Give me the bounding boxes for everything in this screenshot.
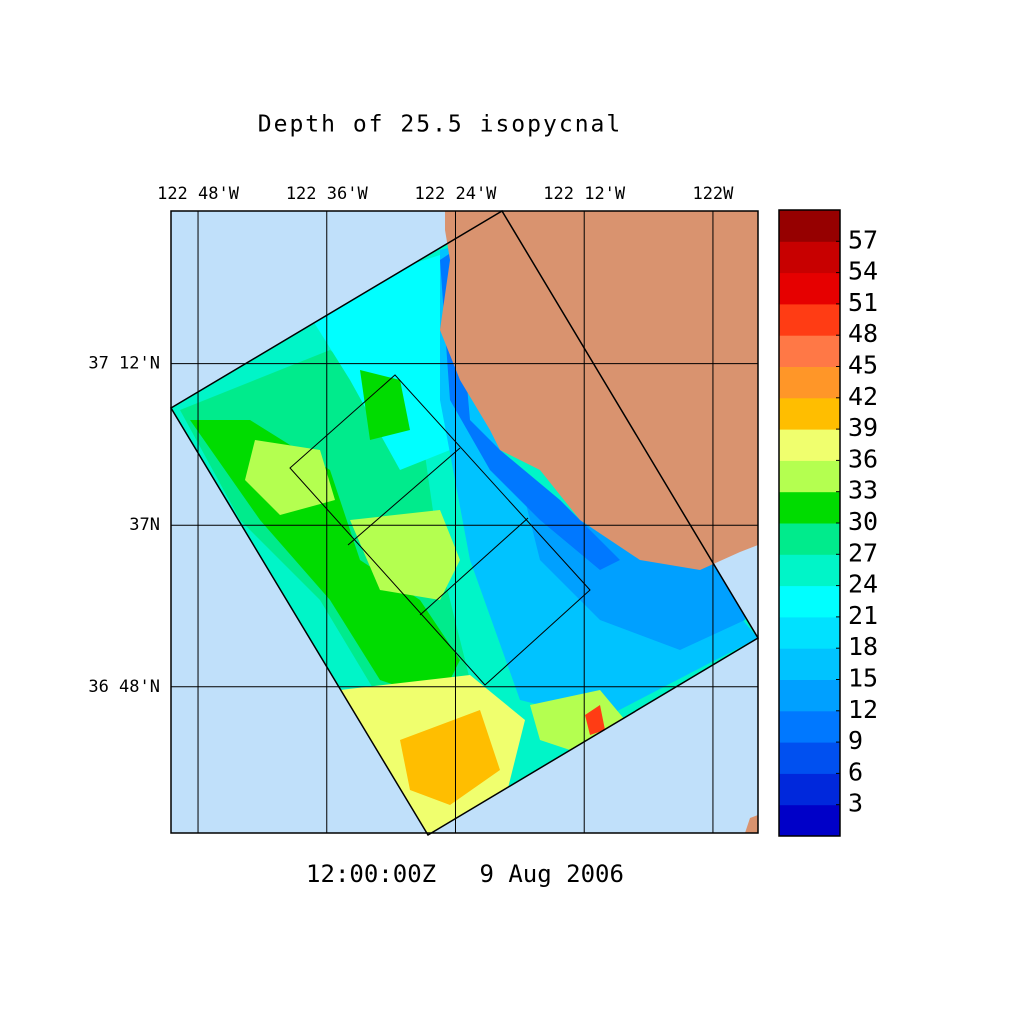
title: Depth of 25.5 isopycnal	[258, 112, 623, 138]
land	[440, 211, 758, 570]
colorbar-label: 51	[848, 288, 878, 317]
colorbar-bin	[779, 303, 840, 336]
colorbar-label: 36	[848, 444, 878, 473]
colorbar-bin	[779, 210, 840, 242]
colorbar-bin	[779, 272, 840, 305]
colorbar-bin	[779, 554, 840, 587]
x-tick-label: 122 24'W	[415, 184, 498, 204]
field	[171, 211, 758, 835]
colorbar-label: 27	[848, 538, 878, 567]
colorbar-label: 57	[848, 225, 878, 254]
colorbar-bin	[779, 648, 840, 680]
colorbar-label: 33	[848, 476, 878, 505]
x-tick-label: 122W	[692, 184, 734, 204]
colorbar-label: 24	[848, 570, 878, 599]
time-label: 12:00:00Z 9 Aug 2006	[306, 860, 624, 888]
colorbar-bin	[779, 335, 840, 367]
colorbar-label: 15	[848, 664, 878, 693]
colorbar-bin	[779, 679, 840, 712]
colorbar-bin	[779, 742, 840, 774]
colorbar-label: 48	[848, 319, 878, 348]
y-tick-label: 37 12'N	[88, 354, 160, 374]
colorbar-label: 39	[848, 413, 878, 442]
colorbar-bin	[779, 773, 840, 806]
colorbar-bin	[779, 710, 840, 743]
x-tick-label: 122 36'W	[286, 184, 369, 204]
colorbar-label: 18	[848, 632, 878, 661]
subdomains	[289, 374, 591, 686]
land	[745, 815, 758, 833]
colorbar-label: 42	[848, 382, 878, 411]
colorbar-bin	[779, 491, 840, 524]
colorbar-label: 30	[848, 507, 878, 536]
colorbar-bin	[779, 460, 840, 493]
colorbar-bin	[779, 366, 840, 399]
colorbar-label: 12	[848, 695, 878, 724]
colorbar-bin	[779, 241, 840, 274]
colorbar-label: 54	[848, 257, 878, 286]
colorbar-label: 3	[848, 789, 863, 818]
colorbar-bin	[779, 804, 840, 837]
colorbar-label: 21	[848, 601, 878, 630]
colorbar-bin	[779, 523, 840, 555]
colorbar-label: 6	[848, 757, 863, 786]
map-frame	[170, 210, 759, 834]
colorbar-label: 45	[848, 351, 878, 380]
colorbar-bin	[779, 616, 840, 649]
colorbar-bin	[779, 585, 840, 618]
x-tick-label: 122 48'W	[157, 184, 240, 204]
x-tick-label: 122 12'W	[543, 184, 626, 204]
colorbar-bin	[779, 397, 840, 430]
colorbar-bin	[779, 429, 840, 461]
y-tick-label: 37N	[129, 515, 160, 535]
y-tick-label: 36 48'N	[88, 677, 160, 697]
colorbar-label: 9	[848, 726, 863, 755]
